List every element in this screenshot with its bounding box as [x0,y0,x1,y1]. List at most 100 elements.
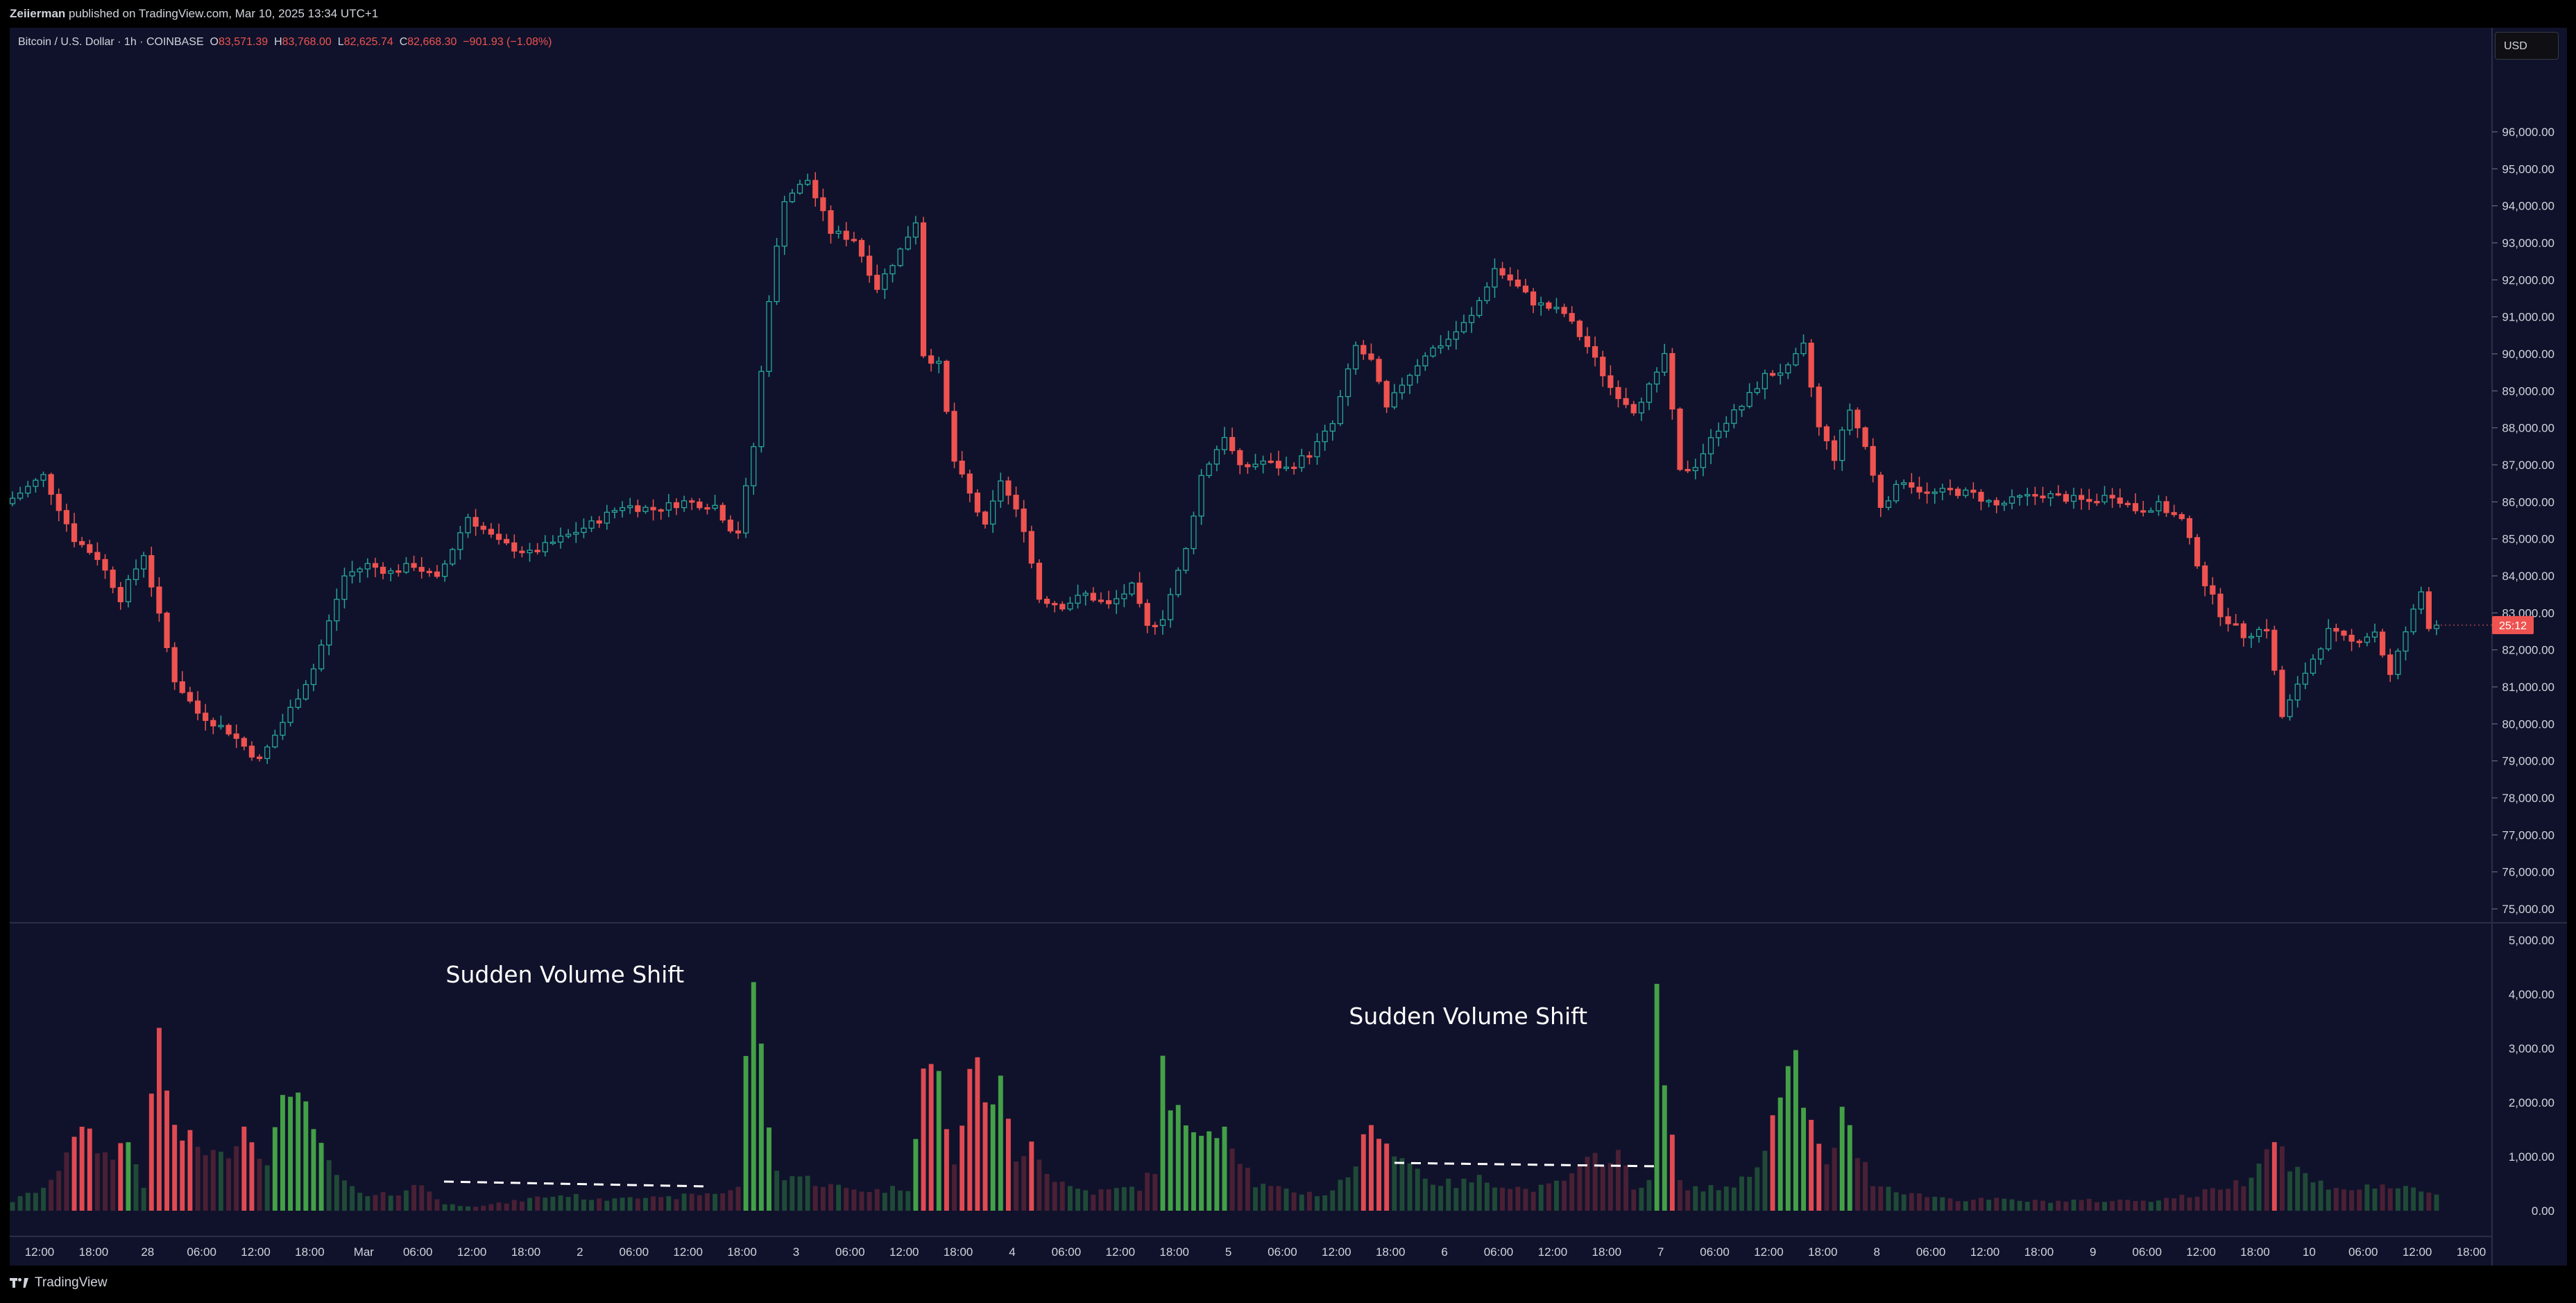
candle-body [318,645,325,670]
volume-bar [2110,1201,2115,1211]
candle-body [287,706,293,723]
candle-body [1105,600,1112,604]
candle-body [1986,500,1992,503]
candle-body [843,230,849,240]
volume-bar [156,1028,162,1211]
volume-bar [71,1136,77,1211]
volume-tick-label: 3,000.00 [2509,1042,2554,1055]
candle-body [1245,464,1251,468]
volume-bar [1809,1120,1814,1211]
candle-body [2264,629,2270,631]
volume-bar [851,1189,857,1211]
candle-body [194,700,201,714]
time-tick-label: 8 [1873,1245,1879,1259]
candle-body [1368,353,1374,360]
volume-bar [2187,1197,2192,1211]
volume-bar [1693,1186,1698,1211]
volume-bar [1963,1201,1968,1211]
candle-body [1283,466,1290,469]
candle-body [2117,497,2123,504]
volume-bar [203,1155,208,1211]
volume-bar [767,1127,771,1211]
footer-brand[interactable]: TradingView [10,1275,108,1291]
candle-body [1468,314,1475,323]
candle-body [751,446,757,486]
candle-body [2171,512,2177,516]
time-tick-label: 06:00 [2348,1245,2378,1259]
candle-body [418,567,425,572]
price-tick-label: 82,000.00 [2502,644,2554,657]
price-tick-label: 88,000.00 [2502,422,2554,435]
candle-body [426,570,432,574]
candle-body [110,570,116,588]
volume-bar [1476,1175,1482,1211]
candle-body [1406,375,1413,386]
price-tick-label: 84,000.00 [2502,570,2554,583]
volume-bar [975,1057,980,1211]
volume-bar [2179,1194,2185,1211]
candle-body [2287,699,2293,717]
candle-body [117,587,123,602]
candle-body [1808,342,1814,388]
time-tick-label: 18:00 [1376,1245,1406,1259]
volume-bar [2040,1200,2045,1211]
candle-body [1522,285,1529,293]
volume-bar [705,1193,710,1211]
volume-tick-label: 4,000.00 [2509,988,2554,1001]
volume-bar [2048,1202,2054,1211]
publisher-line: Zeiierman published on TradingView.com, … [10,7,378,21]
volume-bar [1261,1184,1266,1211]
close-value: 82,668.30 [407,36,457,48]
volume-bar [1399,1158,1405,1211]
volume-bar [1145,1173,1150,1211]
candle-body [1353,345,1359,370]
candle-body [2163,501,2169,513]
volume-bar [543,1198,548,1211]
volume-bar [1306,1191,1312,1211]
candle-body [758,371,765,448]
candle-body [1854,409,1861,429]
volume-bar [2287,1171,2293,1211]
volume-bar [728,1190,733,1211]
volume-bar [890,1186,895,1211]
price-tick-label: 87,000.00 [2502,459,2554,472]
volume-bar [427,1191,432,1211]
volume-bar [1678,1180,1682,1211]
candle-body [1499,268,1505,275]
volume-bar [1152,1174,1158,1211]
candle-body [1746,392,1752,407]
volume-bar [1037,1159,1042,1211]
price-tick-label: 95,000.00 [2502,162,2554,176]
time-tick-label: 18:00 [511,1245,541,1259]
volume-bar [64,1152,69,1211]
volume-bar [2426,1192,2432,1211]
candle-body [349,571,355,577]
candle-body [1909,482,1915,488]
volume-bar [2202,1189,2208,1211]
candle-body [557,536,564,543]
volume-bar [666,1196,672,1211]
volume-bar [1068,1186,1073,1211]
candle-body [673,502,680,509]
candle-body [2418,591,2424,610]
candle-body [511,542,518,552]
chart-area[interactable] [10,28,2567,1266]
candle-body [1152,624,1158,627]
candle-body [642,506,649,512]
volume-bar [1384,1143,1390,1211]
candle-body [187,692,194,701]
candle-body [1082,593,1089,596]
candle-body [1901,482,1907,485]
currency-button[interactable]: USD [2495,32,2559,60]
volume-bar [1446,1178,1451,1211]
volume-bar [2079,1200,2084,1211]
volume-bar [2387,1188,2393,1211]
volume-bar [1854,1158,1860,1211]
candle-body [867,255,873,276]
volume-tick-label: 1,000.00 [2509,1150,2554,1164]
candle-body [1530,291,1537,306]
volume-bar [565,1197,571,1211]
volume-bar [720,1193,726,1211]
volume-bar [2063,1201,2069,1211]
